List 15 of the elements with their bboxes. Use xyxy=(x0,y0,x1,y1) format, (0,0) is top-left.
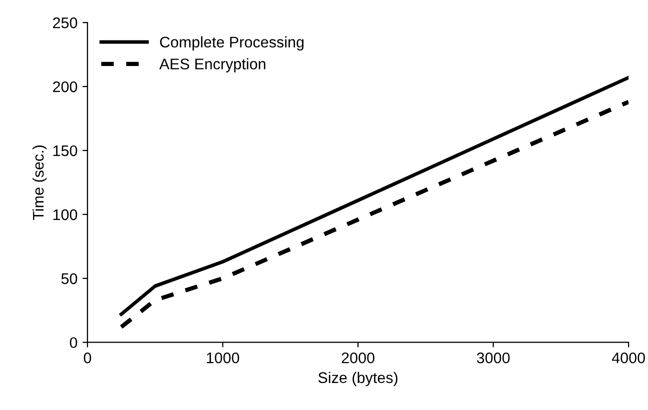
x-tick-label: 2000 xyxy=(342,352,374,364)
x-tick-label: 0 xyxy=(84,352,92,364)
y-tick-label: 0 xyxy=(70,337,78,348)
x-tick-label: 1000 xyxy=(206,352,240,364)
legend-label: Complete Processing xyxy=(160,36,304,51)
y-tick-label: 250 xyxy=(53,17,78,28)
y-tick-label: 50 xyxy=(61,273,78,284)
legend-label: AES Encryption xyxy=(159,58,266,72)
y-tick-label: 150 xyxy=(53,145,78,156)
x-tick-label: 4000 xyxy=(612,352,645,364)
x-axis-title: Size (bytes) xyxy=(318,372,398,386)
y-axis-title: Time (sec.) xyxy=(32,145,47,220)
y-tick-label: 100 xyxy=(53,209,78,220)
x-tick-label: 3000 xyxy=(476,352,510,364)
y-tick-label: 200 xyxy=(53,81,78,92)
